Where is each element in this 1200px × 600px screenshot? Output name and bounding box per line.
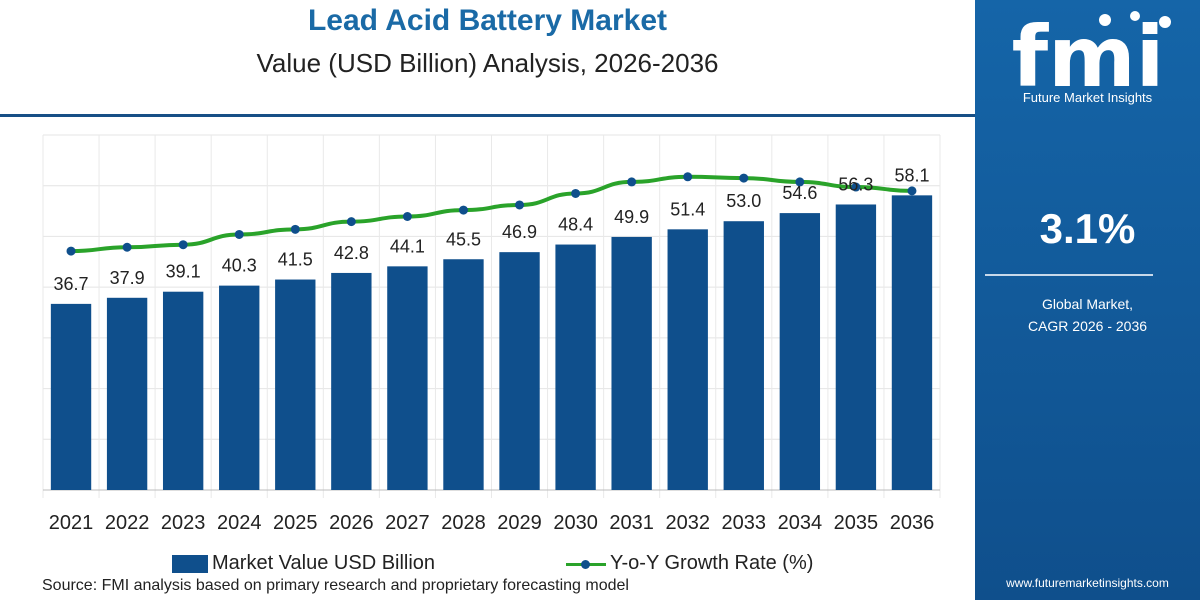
bar-2028 (443, 259, 484, 490)
bar-value-label-2025: 41.5 (278, 250, 313, 270)
x-tick-label-2030: 2030 (553, 512, 598, 534)
bar-2033 (723, 221, 764, 490)
x-tick-label-2027: 2027 (385, 512, 430, 534)
legend-item-growth-rate: Y-o-Y Growth Rate (%) (566, 552, 813, 575)
growth-point-2022 (122, 242, 132, 252)
bar-2026 (331, 272, 372, 490)
bar-2030 (555, 244, 596, 490)
growth-point-2027 (402, 212, 412, 221)
bar-value-label-2036: 58.1 (894, 165, 929, 185)
x-tick-label-2035: 2035 (834, 512, 879, 534)
x-tick-label-2031: 2031 (609, 512, 654, 534)
fmi-logo: fmi (1012, 8, 1171, 106)
growth-point-2035 (851, 182, 861, 192)
growth-point-2025 (290, 224, 300, 234)
x-tick-label-2021: 2021 (49, 512, 94, 534)
bar-value-label-2026: 42.8 (334, 243, 369, 263)
x-tick-label-2026: 2026 (329, 512, 374, 534)
bar-2022 (106, 297, 148, 490)
x-tick-label-2036: 2036 (890, 512, 935, 534)
bar-2024 (219, 285, 260, 490)
growth-point-2034 (795, 177, 805, 187)
bar-value-label-2030: 48.4 (558, 215, 593, 235)
cagr-divider (985, 274, 1153, 276)
legend-bar-swatch (172, 554, 208, 573)
bar-value-label-2033: 53.0 (726, 191, 761, 211)
header-divider (0, 114, 975, 117)
website-url: www.futuremarketinsights.com (1006, 576, 1169, 590)
source-note: Source: FMI analysis based on primary re… (42, 577, 629, 594)
x-tick-label-2025: 2025 (273, 512, 318, 534)
x-tick-label-2023: 2023 (161, 512, 206, 534)
bar-value-label-2024: 40.3 (222, 256, 257, 276)
growth-point-2021 (66, 246, 76, 256)
side-panel: fmi Future Market Insights 3.1% Global M… (975, 0, 1200, 600)
bar-2031 (611, 236, 652, 490)
legend-label-growth-rate: Y-o-Y Growth Rate (%) (610, 552, 814, 574)
x-tick-label-2029: 2029 (497, 512, 542, 534)
x-tick-label-2034: 2034 (778, 512, 823, 534)
bar-2027 (387, 266, 428, 490)
x-tick-label-2024: 2024 (217, 512, 262, 534)
growth-point-2028 (458, 205, 468, 215)
bar-2035 (835, 204, 877, 490)
chart-subtitle: Value (USD Billion) Analysis, 2026-2036 (256, 48, 719, 78)
chart-legend: Market Value USD Billion Y-o-Y Growth Ra… (0, 552, 975, 578)
growth-point-2026 (346, 217, 356, 227)
x-tick-label-2032: 2032 (665, 512, 710, 534)
bar-value-label-2029: 46.9 (502, 222, 537, 242)
cagr-label-line1: Global Market, (1041, 296, 1134, 312)
bar-value-label-2031: 49.9 (614, 207, 649, 227)
bar-value-label-2035: 56.3 (838, 174, 873, 194)
growth-point-2023 (178, 240, 188, 250)
bar-value-label-2032: 51.4 (670, 199, 705, 219)
bar-value-label-2027: 44.1 (390, 236, 425, 256)
logo-caption: Future Market Insights (1022, 90, 1153, 105)
legend-item-market-value: Market Value USD Billion (172, 552, 435, 575)
bar-value-label-2028: 45.5 (446, 229, 481, 249)
bar-2034 (779, 213, 821, 490)
growth-point-2029 (515, 200, 525, 210)
bar-2032 (667, 229, 708, 491)
bar-2025 (275, 279, 316, 490)
cagr-label: Global Market, CAGR 2026 - 2036 (975, 293, 1200, 337)
fmi-logo-wordmark: fmi (1012, 8, 1165, 106)
legend-label-market-value: Market Value USD Billion (212, 552, 436, 574)
legend-line-swatch (566, 555, 606, 573)
growth-point-2032 (683, 172, 693, 182)
x-tick-label-2028: 2028 (441, 512, 486, 534)
bar-value-label-2034: 54.6 (782, 183, 817, 203)
bar-value-label-2021: 36.7 (54, 274, 89, 294)
growth-point-2031 (627, 177, 637, 187)
x-tick-label-2033: 2033 (722, 512, 767, 534)
growth-point-2036 (907, 186, 917, 196)
growth-rate-line (71, 174, 912, 254)
x-tick-label-2022: 2022 (105, 512, 150, 534)
growth-point-2033 (739, 173, 749, 183)
bar-2021 (50, 303, 92, 490)
bar-2023 (162, 291, 204, 490)
cagr-value: 3.1% (1039, 205, 1136, 252)
growth-point-2024 (234, 229, 244, 239)
bar-value-label-2022: 37.9 (110, 268, 145, 288)
growth-point-2030 (571, 188, 581, 198)
cagr-label-line2: CAGR 2026 - 2036 (1027, 318, 1148, 334)
bar-2036 (891, 195, 933, 490)
chart-plot: 36.7 37.9 39.1 40.3 41.5 42.8 44.1 45.5 46.9 48.4… (42, 134, 941, 534)
bar-value-label-2023: 39.1 (166, 262, 201, 282)
chart-title: Lead Acid Battery Market (307, 4, 667, 37)
bar-2029 (499, 252, 540, 490)
